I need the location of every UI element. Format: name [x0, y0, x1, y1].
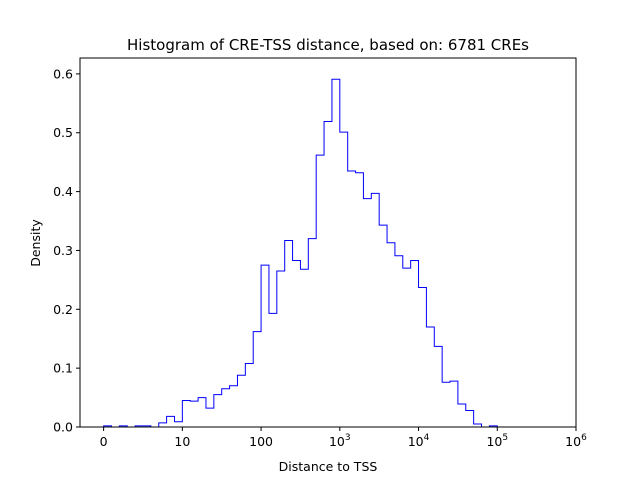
y-tick-label: 0.4	[53, 184, 73, 199]
y-tick-label: 0.0	[53, 420, 73, 435]
y-tick-label: 0.1	[53, 361, 73, 376]
x-axis-label: Distance to TSS	[279, 459, 378, 474]
y-tick-label: 0.3	[53, 243, 73, 258]
x-tick-label: 106	[565, 433, 587, 449]
x-axis: 0 10 100 103 104 105 106	[100, 427, 587, 449]
x-tick-label: 100	[249, 434, 273, 449]
y-tick-label: 0.2	[53, 302, 73, 317]
histogram-outline	[103, 78, 506, 428]
axes-frame	[79, 57, 577, 428]
x-tick-label: 10	[174, 434, 190, 449]
y-tick-label: 0.5	[53, 125, 73, 140]
x-tick-label: 104	[408, 433, 430, 449]
chart-title: Histogram of CRE-TSS distance, based on:…	[127, 36, 529, 54]
y-axis: 0.0 0.1 0.2 0.3 0.4 0.5 0.6	[53, 66, 80, 435]
x-tick-label: 103	[329, 433, 351, 449]
x-tick-label: 105	[486, 433, 508, 449]
x-tick-label: 0	[100, 434, 108, 449]
y-tick-label: 0.6	[53, 66, 73, 81]
plot-area	[103, 78, 506, 428]
y-axis-label: Density	[28, 219, 43, 267]
